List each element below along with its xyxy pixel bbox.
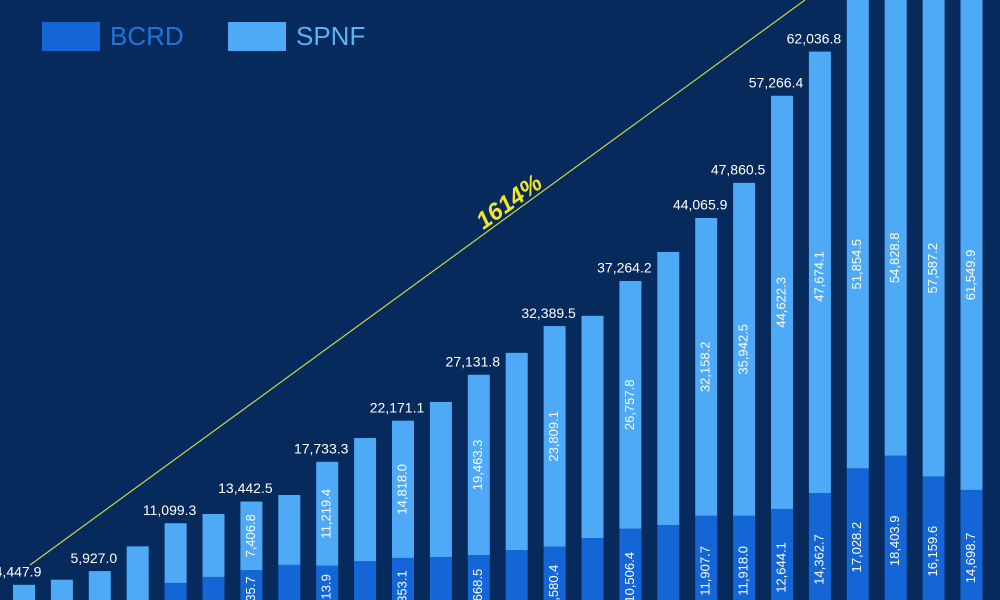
bar-segment bbox=[922, 0, 945, 477]
segment-label: 32,158.2 bbox=[698, 342, 713, 393]
segment-label: 7,406.8 bbox=[243, 514, 258, 557]
bar-segment bbox=[429, 557, 452, 600]
bar-segment bbox=[429, 401, 452, 558]
total-label: 62,036.8 bbox=[787, 30, 842, 46]
bar-segment bbox=[240, 501, 263, 571]
bar-segment bbox=[505, 352, 528, 551]
segment-label: 10,506.4 bbox=[622, 552, 637, 600]
bar-segment bbox=[884, 455, 907, 600]
segment-label: 51,854.5 bbox=[849, 239, 864, 290]
segment-label: 7,353.1 bbox=[394, 570, 409, 600]
segment-label: 6,035.7 bbox=[243, 576, 258, 600]
legend-swatch bbox=[228, 22, 286, 51]
segment-label: 26,757.8 bbox=[622, 380, 637, 431]
bar-segment bbox=[846, 0, 869, 469]
segment-label: 11,907.7 bbox=[698, 546, 713, 596]
bar-segment bbox=[695, 217, 718, 516]
segment-label: 47,674.1 bbox=[811, 251, 826, 302]
bar-segment bbox=[50, 579, 73, 600]
segment-label: 8,580.4 bbox=[546, 565, 561, 600]
bar-segment bbox=[733, 182, 756, 516]
segment-label: 11,219.4 bbox=[319, 489, 334, 539]
total-label: 44,065.9 bbox=[673, 197, 728, 213]
bar-segment bbox=[922, 476, 945, 600]
legend-swatch bbox=[42, 22, 100, 51]
bar-segment bbox=[619, 528, 642, 600]
segment-label: 16,159.6 bbox=[925, 526, 940, 577]
total-label: 37,264.2 bbox=[597, 260, 652, 276]
segment-label: 14,818.0 bbox=[394, 464, 409, 515]
bar-segment bbox=[884, 0, 907, 456]
segment-label: 19,463.3 bbox=[470, 440, 485, 491]
total-label: 4,447.9 bbox=[0, 564, 42, 580]
total-label: 13,442.5 bbox=[218, 480, 273, 496]
growth-line bbox=[29, 0, 806, 566]
bar-segment bbox=[695, 515, 718, 600]
legend-label: SPNF bbox=[296, 21, 365, 51]
bar-segment bbox=[808, 51, 831, 494]
segment-label: 61,549.9 bbox=[963, 250, 978, 301]
segment-label: 35,942.5 bbox=[736, 324, 751, 375]
bar-segment bbox=[657, 251, 680, 526]
segment-label: 7,668.5 bbox=[470, 569, 485, 600]
total-label: 47,860.5 bbox=[711, 162, 766, 178]
segment-label: 11,918.0 bbox=[736, 546, 751, 596]
bar-segment bbox=[771, 508, 793, 600]
bar-segment bbox=[88, 571, 111, 600]
bar-segment bbox=[733, 515, 756, 600]
bar-segment bbox=[581, 315, 604, 539]
total-label: 57,266.4 bbox=[749, 74, 804, 90]
bar-segment bbox=[581, 538, 604, 600]
bar-segment bbox=[467, 554, 490, 600]
bar-segment bbox=[316, 461, 339, 566]
bar-segment bbox=[202, 513, 225, 577]
bar-segment bbox=[126, 546, 149, 600]
segment-label: 17,028.2 bbox=[849, 522, 864, 573]
bar-segment bbox=[808, 493, 831, 600]
segment-label: 14,698.7 bbox=[963, 533, 978, 584]
bar-segment bbox=[392, 420, 414, 558]
segment-label: 57,587.2 bbox=[925, 243, 940, 294]
bar-segment bbox=[505, 550, 528, 600]
legend: BCRD SPNF bbox=[42, 21, 365, 51]
segment-label: 14,362.7 bbox=[811, 534, 826, 585]
bar-segment bbox=[354, 561, 377, 600]
segment-label: 12,644.1 bbox=[773, 542, 788, 593]
bar-segment bbox=[771, 95, 793, 509]
bar-segment bbox=[13, 584, 35, 600]
segment-label: 23,809.1 bbox=[546, 411, 561, 462]
segment-label: 6,513.9 bbox=[319, 574, 334, 600]
bar-segment bbox=[543, 546, 566, 600]
bar-segment bbox=[202, 576, 225, 600]
legend-label: BCRD bbox=[110, 21, 184, 51]
total-label: 11,099.3 bbox=[143, 502, 197, 518]
bar-segment bbox=[846, 468, 869, 600]
bar-segment bbox=[240, 570, 263, 600]
segment-label: 54,828.8 bbox=[887, 232, 902, 283]
bar-segment bbox=[657, 525, 680, 600]
total-label: 17,733.3 bbox=[294, 441, 349, 457]
segment-label: 44,622.3 bbox=[773, 277, 788, 328]
bar-segment bbox=[619, 280, 642, 529]
segment-label: 18,403.9 bbox=[887, 515, 902, 566]
bar-segment bbox=[960, 489, 983, 600]
total-label: 27,131.8 bbox=[446, 353, 501, 369]
bar-segment bbox=[278, 494, 301, 565]
bar-segment bbox=[543, 326, 566, 547]
total-label: 5,927.0 bbox=[70, 550, 117, 566]
bar-segment bbox=[392, 557, 414, 600]
bar-segment bbox=[278, 564, 301, 600]
bar-segment bbox=[316, 565, 339, 600]
bar-segment bbox=[164, 523, 187, 583]
total-label: 22,171.1 bbox=[370, 399, 425, 415]
bar-segment bbox=[354, 438, 377, 562]
bar-segment bbox=[467, 374, 490, 555]
bar-segment bbox=[164, 582, 187, 600]
bar-segment bbox=[960, 0, 983, 490]
total-label: 32,389.5 bbox=[521, 305, 576, 321]
